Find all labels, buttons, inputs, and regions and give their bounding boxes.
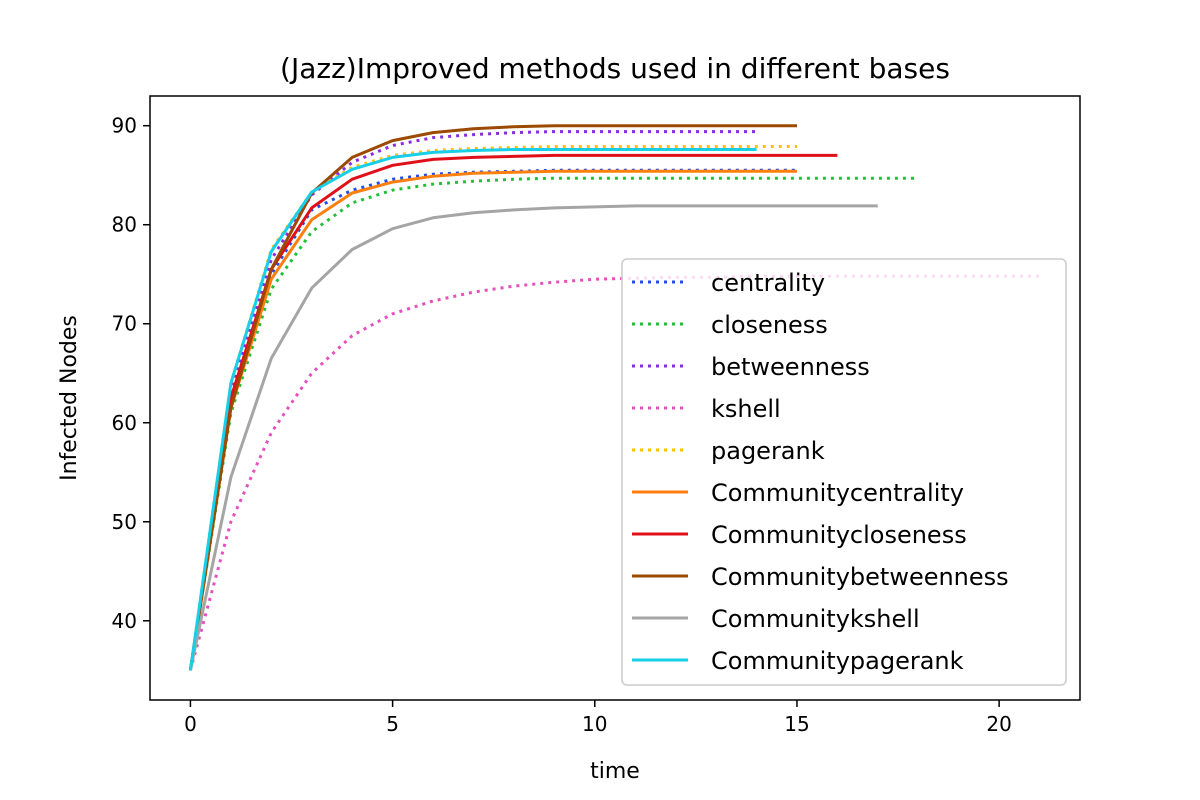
legend-frame xyxy=(621,258,1067,686)
legend-label-communitycloseness: Communitycloseness xyxy=(711,521,967,549)
legend-label-communitycentrality: Communitycentrality xyxy=(711,479,964,507)
legend-label-betweenness: betweenness xyxy=(711,353,870,381)
legend-entries: centrality closeness betweenness kshell page… xyxy=(632,269,1009,675)
legend-label-communitybetweenness: Communitybetweenness xyxy=(711,563,1009,591)
chart-title: (Jazz)Improved methods used in different… xyxy=(280,52,950,85)
x-axis: 0 5 10 15 20 xyxy=(184,700,1012,736)
legend-label-pagerank: pagerank xyxy=(711,437,825,465)
legend-label-communitypagerank: Communitypagerank xyxy=(711,647,964,675)
series-line-communitycentrality xyxy=(188,169,797,671)
series-line-kshell xyxy=(188,274,1040,671)
x-tick-label: 10 xyxy=(582,712,607,736)
x-tick-label: 0 xyxy=(184,712,197,736)
y-tick-label: 50 xyxy=(112,510,137,534)
x-tick-label: 20 xyxy=(986,712,1011,736)
y-tick-label: 40 xyxy=(112,609,137,633)
y-axis: 40 50 60 70 80 90 xyxy=(112,114,150,633)
series-line-communitycloseness xyxy=(188,153,838,671)
x-tick-label: 5 xyxy=(386,712,399,736)
x-axis-label: time xyxy=(590,759,640,784)
legend-label-kshell: kshell xyxy=(711,395,781,423)
x-tick-label: 15 xyxy=(784,712,809,736)
series-line-communitypagerank xyxy=(188,148,757,671)
y-tick-label: 60 xyxy=(112,411,137,435)
y-axis-label: Infected Nodes xyxy=(57,315,82,481)
legend-label-closeness: closeness xyxy=(711,311,828,339)
y-tick-label: 90 xyxy=(112,114,137,138)
legend-label-communitykshell: Communitykshell xyxy=(711,605,920,633)
legend-label-centrality: centrality xyxy=(711,269,825,297)
y-tick-label: 80 xyxy=(112,213,137,237)
series-layer xyxy=(188,124,1040,671)
series-line-communitykshell xyxy=(188,204,878,671)
series-line-betweenness xyxy=(188,130,757,671)
y-tick-label: 70 xyxy=(112,312,137,336)
series-line-communitybetweenness xyxy=(188,124,797,671)
legend: centrality closeness betweenness kshell page… xyxy=(621,258,1067,686)
